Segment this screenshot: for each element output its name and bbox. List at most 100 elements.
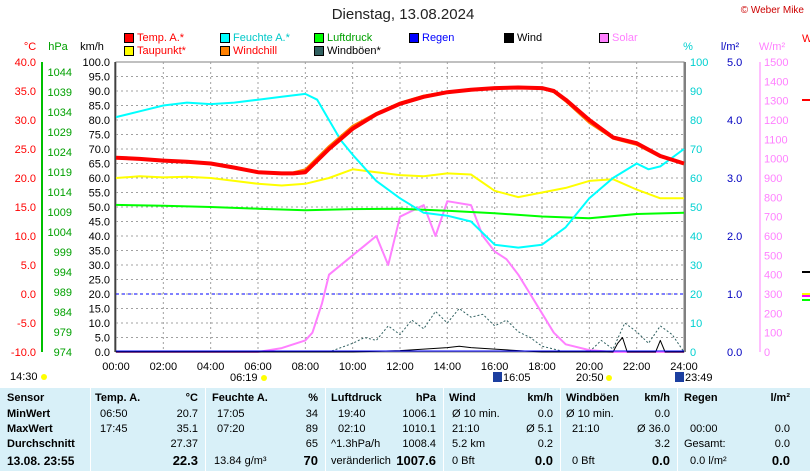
wind-bft: 0 Bft — [452, 455, 475, 467]
hum-max-time: 07:20 — [217, 423, 245, 435]
press-min: 1006.1 — [402, 408, 436, 420]
legend-temp: Temp. A.* — [124, 32, 184, 44]
rain-total: 0.0 — [774, 438, 790, 450]
rain-r2-time: 00:00 — [690, 423, 718, 435]
rain-header: Regen — [684, 392, 718, 404]
pressure-tick-label: 989 — [54, 287, 72, 299]
temp-tick-label: 15.0 — [15, 202, 36, 214]
wind-tick-label: 75.0 — [89, 130, 110, 142]
press-max-time: 02:10 — [338, 423, 366, 435]
wind-tick-label: 55.0 — [89, 188, 110, 200]
series-taupunkt — [115, 168, 684, 200]
legend-label: Luftdruck — [327, 32, 373, 44]
legend-swatch — [124, 33, 134, 43]
solar-tick-label: 1400 — [764, 76, 788, 88]
pressure-tick-label: 1009 — [48, 207, 72, 219]
temp-tick-label: 35.0 — [15, 86, 36, 98]
wind-tick-label: 70.0 — [89, 144, 110, 156]
wind-tick-label: 30.0 — [89, 260, 110, 272]
pressure-tick-label: 1024 — [48, 147, 72, 159]
temp-unit: °C — [185, 392, 198, 404]
temp-tick-label: 10.0 — [15, 231, 36, 243]
temp-min: 20.7 — [176, 408, 198, 420]
hum-unit: % — [308, 392, 318, 404]
wind-r2-time: 21:10 — [452, 423, 480, 435]
wind-tick-label: 20.0 — [89, 289, 110, 301]
pressure-unit-label: hPa — [48, 41, 68, 53]
solar-tick-label: 1100 — [764, 134, 788, 146]
row-label-min: MinWert — [7, 408, 51, 420]
solar-tick-label: 900 — [764, 173, 782, 185]
x-tick-label: 04:00 — [197, 361, 225, 373]
legend-swatch — [220, 46, 230, 56]
humidity-tick-label: 100 — [690, 57, 708, 69]
wind-tick-label: 35.0 — [89, 246, 110, 258]
gust-r1: 0.0 — [654, 408, 670, 420]
wind-r3-label: 5.2 km — [452, 438, 486, 450]
temp-tick-label: -5.0 — [17, 318, 36, 330]
solar-tick-label: 1300 — [764, 96, 788, 108]
wind-header: Wind — [449, 392, 476, 404]
legend-label: Windchill — [233, 45, 278, 57]
series-feuchtea — [115, 92, 685, 249]
wind-unit: km/h — [527, 392, 553, 404]
series-windben — [116, 308, 685, 353]
x-tick-label: 00:00 — [102, 361, 130, 373]
legend-label: Wind — [517, 32, 543, 44]
x-tick-label: 12:00 — [386, 361, 414, 373]
temp-tick-label: 5.0 — [21, 260, 36, 272]
legend-rain: Regen — [409, 32, 454, 44]
humidity-tick-label: 80 — [690, 115, 702, 127]
rain-r2: 0.0 — [774, 423, 790, 435]
legend-dewpoint: Taupunkt* — [124, 45, 186, 57]
press-unit: hPa — [415, 392, 436, 404]
legend-label: Feuchte A.* — [233, 32, 290, 44]
press-trend-label: ^1.3hPa/h — [331, 438, 381, 450]
row-label-current: 13.08. 23:55 — [7, 454, 75, 468]
press-trend: 1008.4 — [402, 438, 436, 450]
solar-tick-label: 400 — [764, 270, 782, 282]
wind-r1: 0.0 — [537, 408, 553, 420]
humidity-tick-label: 50 — [690, 202, 702, 214]
gust-bft: 0 Bft — [572, 455, 595, 467]
solar-tick-label: 1200 — [764, 115, 788, 127]
moon-marker — [493, 372, 502, 382]
legend-label: Taupunkt* — [137, 45, 186, 57]
legend-swatch — [599, 33, 609, 43]
humidity-unit-label: % — [683, 41, 693, 53]
hum-min: 34 — [305, 408, 318, 420]
sun-marker — [41, 374, 47, 380]
hum-avg: 65 — [305, 438, 318, 450]
x-tick-label: 14:00 — [434, 361, 462, 373]
sunset-label: 20:50 — [576, 372, 604, 384]
gust-current: 0.0 — [651, 453, 670, 468]
legend-swatch — [409, 33, 419, 43]
wind-tick-label: 40.0 — [89, 231, 110, 243]
row-label-max: MaxWert — [7, 423, 53, 435]
wind-tick-label: 15.0 — [89, 304, 110, 316]
legend-wind: Wind — [504, 32, 542, 44]
wind-r2: Ø 5.1 — [526, 423, 553, 435]
wind-r1-label: Ø 10 min. — [452, 408, 500, 420]
pressure-tick-label: 1034 — [48, 107, 72, 119]
pressure-tick-label: 984 — [54, 307, 72, 319]
rain-tick-label: 5.0 — [727, 57, 742, 69]
gust-r1-label: Ø 10 min. — [566, 408, 614, 420]
pressure-tick-label: 1039 — [48, 87, 72, 99]
sunrise-label: 06:19 — [230, 372, 258, 384]
pressure-tick-label: 994 — [54, 267, 72, 279]
sun-marker — [261, 375, 267, 381]
x-tick-label: 08:00 — [292, 361, 320, 373]
x-tick-label: 02:00 — [150, 361, 178, 373]
solar-tick-label: 1000 — [764, 154, 788, 166]
solar-tick-label: 200 — [764, 308, 782, 320]
summary-table: Sensor MinWert MaxWert Durchschnitt 13.0… — [0, 388, 810, 471]
rain-tick-label: 4.0 — [727, 115, 742, 127]
legend-windchill: Windchill — [220, 45, 277, 57]
rain-tick-label: 1.0 — [727, 289, 742, 301]
pressure-tick-label: 999 — [54, 247, 72, 259]
rain-unit-label: l/m² — [721, 41, 740, 53]
wind-tick-label: 80.0 — [89, 115, 110, 127]
gust-header: Windböen — [566, 392, 620, 404]
wind-tick-label: 0.0 — [95, 347, 110, 359]
